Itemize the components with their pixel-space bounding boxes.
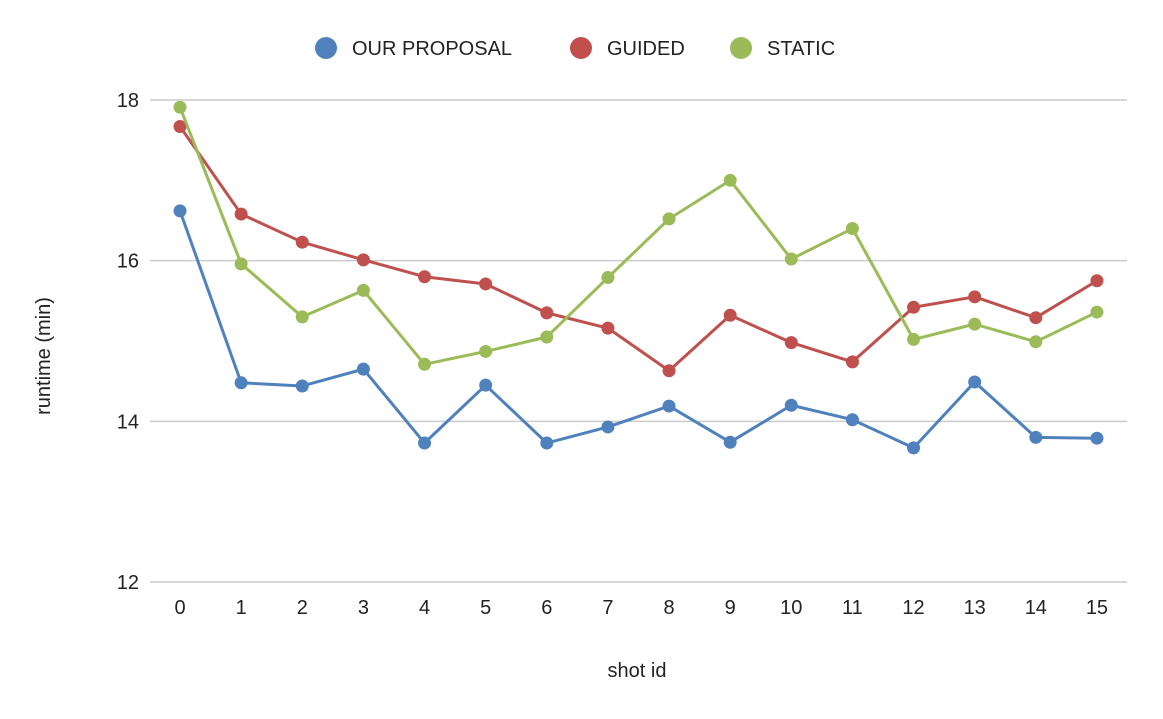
series-line xyxy=(178,210,1097,450)
data-point xyxy=(356,253,370,267)
series-static xyxy=(173,100,1104,371)
data-point xyxy=(295,235,309,249)
x-tick-label: 1 xyxy=(236,597,247,619)
data-point xyxy=(418,436,432,450)
x-axis-title: shot id xyxy=(608,660,667,682)
legend-marker xyxy=(315,37,337,59)
series-guided xyxy=(173,120,1104,378)
data-point xyxy=(173,120,187,134)
x-tick-label: 8 xyxy=(663,597,674,619)
data-point xyxy=(540,330,554,344)
data-point xyxy=(234,257,248,271)
x-axis-ticks: 0 1 2 3 4 5 6 7 8 9 10 11 12 13 14 15 xyxy=(174,597,1108,619)
y-tick-label: 12 xyxy=(117,572,139,594)
legend-marker xyxy=(570,37,592,59)
data-point xyxy=(295,310,309,324)
data-point xyxy=(845,222,859,236)
data-point xyxy=(540,436,554,450)
data-point xyxy=(907,441,921,455)
x-tick-label: 9 xyxy=(725,597,736,619)
x-tick-label: 4 xyxy=(419,597,430,619)
data-point xyxy=(662,399,676,413)
legend-item: OUR PROPOSAL xyxy=(315,37,512,60)
x-tick-label: 12 xyxy=(902,597,924,619)
data-point xyxy=(418,270,432,284)
data-point xyxy=(356,362,370,376)
y-tick-label: 14 xyxy=(117,411,139,433)
data-point xyxy=(1029,430,1043,444)
data-point xyxy=(234,376,248,390)
data-point xyxy=(1090,431,1104,445)
data-point xyxy=(907,332,921,346)
x-tick-label: 13 xyxy=(964,597,986,619)
series-line xyxy=(178,125,1098,373)
data-point xyxy=(479,344,493,358)
data-point xyxy=(356,283,370,297)
data-point xyxy=(968,375,982,389)
y-axis-title: runtime (min) xyxy=(33,297,55,415)
data-point xyxy=(723,308,737,322)
y-tick-label: 16 xyxy=(117,251,139,273)
x-tick-label: 5 xyxy=(480,597,491,619)
data-point xyxy=(295,379,309,393)
x-tick-label: 3 xyxy=(358,597,369,619)
data-point xyxy=(540,306,554,320)
y-axis-ticks: 12 14 16 18 xyxy=(117,90,139,594)
gridlines xyxy=(150,99,1127,583)
x-tick-label: 14 xyxy=(1025,597,1047,619)
x-tick-label: 6 xyxy=(541,597,552,619)
data-point xyxy=(907,300,921,314)
data-point xyxy=(601,420,615,434)
x-tick-label: 0 xyxy=(174,597,185,619)
data-point xyxy=(723,435,737,449)
data-point xyxy=(662,364,676,378)
legend-label: STATIC xyxy=(767,38,835,60)
data-point xyxy=(1029,311,1043,325)
data-point xyxy=(234,207,248,221)
data-point xyxy=(1090,305,1104,319)
legend-label: GUIDED xyxy=(607,38,685,60)
data-point xyxy=(784,252,798,266)
legend-item: GUIDED xyxy=(570,37,685,60)
data-point xyxy=(968,290,982,304)
data-point xyxy=(173,204,187,218)
data-point xyxy=(784,336,798,350)
y-tick-label: 18 xyxy=(117,90,139,112)
data-point xyxy=(418,357,432,371)
data-point xyxy=(601,321,615,335)
data-point xyxy=(479,378,493,392)
legend-marker xyxy=(730,37,752,59)
series-our-proposal xyxy=(173,204,1104,455)
data-point xyxy=(173,100,187,114)
data-point xyxy=(845,355,859,369)
data-point xyxy=(601,271,615,285)
x-tick-label: 11 xyxy=(842,597,863,619)
x-tick-label: 15 xyxy=(1086,597,1108,619)
legend: OUR PROPOSAL GUIDED STATIC xyxy=(315,37,835,60)
data-point xyxy=(845,413,859,427)
legend-label: OUR PROPOSAL xyxy=(352,38,512,60)
data-point xyxy=(1029,335,1043,349)
data-point xyxy=(784,398,798,412)
series-line xyxy=(178,106,1098,366)
series-group xyxy=(173,100,1104,455)
data-point xyxy=(1090,274,1104,288)
legend-item: STATIC xyxy=(730,37,835,60)
x-tick-label: 7 xyxy=(602,597,613,619)
data-point xyxy=(723,173,737,187)
x-tick-label: 10 xyxy=(780,597,802,619)
x-tick-label: 2 xyxy=(297,597,308,619)
data-point xyxy=(479,277,493,291)
data-point xyxy=(968,317,982,331)
data-point xyxy=(662,212,676,226)
